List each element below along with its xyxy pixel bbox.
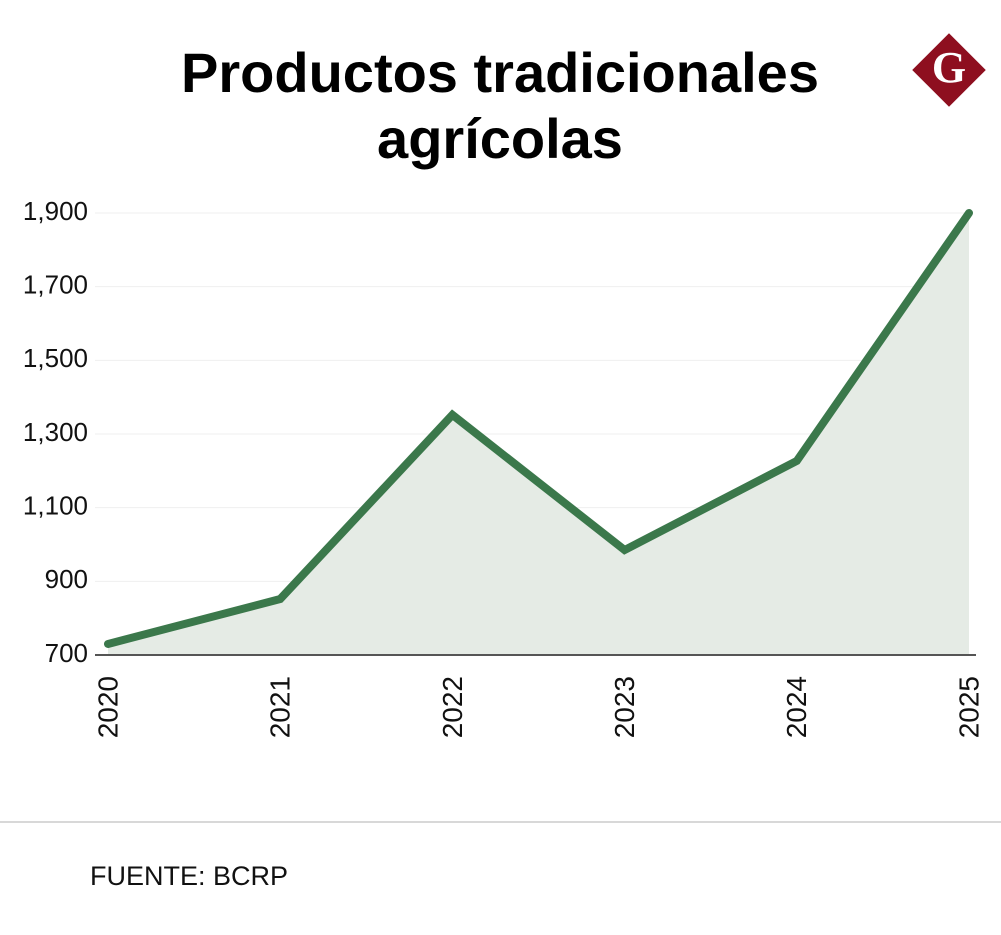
line [104, 209, 973, 648]
x-tick-label: 2024 [781, 676, 812, 738]
x-tick-label: 2025 [953, 676, 984, 738]
chart-title: Productos tradicionales agrícolas [181, 41, 819, 170]
y-tick-label: 700 [45, 638, 88, 668]
logo: G [912, 33, 986, 107]
y-tick-label: 1,300 [23, 417, 88, 447]
x-tick-label: 2021 [265, 676, 296, 738]
area-fill [108, 213, 969, 655]
y-tick-label: 1,100 [23, 491, 88, 521]
x-tick-label: 2023 [609, 676, 640, 738]
x-tick-label: 2020 [92, 676, 123, 738]
source: FUENTE: BCRP [90, 861, 288, 891]
logo-diamond [912, 33, 986, 107]
y-tick-label: 1,700 [23, 270, 88, 300]
y-tick-label: 1,500 [23, 343, 88, 373]
x-tick-label: 2022 [437, 676, 468, 738]
y-tick-label: 900 [45, 564, 88, 594]
logo-letter: G [932, 43, 966, 92]
y-tick-label: 1,900 [23, 196, 88, 226]
